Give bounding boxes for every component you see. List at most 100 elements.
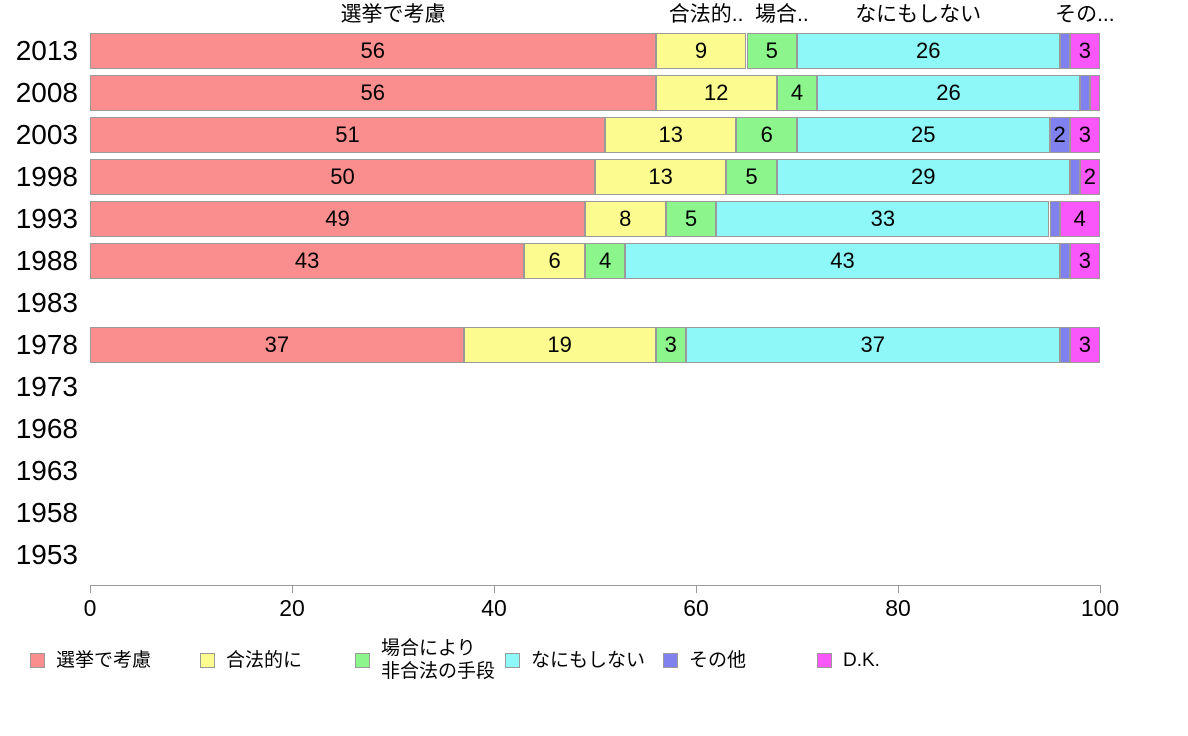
bar-segment[interactable]: 6 — [736, 117, 797, 153]
legend-item[interactable]: 選挙で考慮 — [30, 636, 151, 684]
bar-segment[interactable]: 19 — [463, 327, 656, 363]
bar-segment[interactable] — [1069, 159, 1080, 195]
bar-segment[interactable]: 9 — [655, 33, 747, 69]
bar-segment[interactable]: 3 — [655, 327, 686, 363]
x-axis-tick-label: 80 — [885, 595, 911, 621]
bar-segment[interactable]: 3 — [1069, 33, 1100, 69]
bar-segment[interactable]: 4 — [776, 75, 818, 111]
legend-swatch-icon — [355, 652, 370, 668]
x-axis-tick-label: 20 — [279, 595, 305, 621]
bar-segment[interactable] — [1059, 327, 1070, 363]
bar-segment[interactable]: 50 — [90, 159, 595, 195]
chart-row: 2003 51 13 6 25 2 3 — [0, 114, 1188, 156]
top-series-label: なにもしない — [855, 3, 982, 26]
legend-item[interactable]: 場合により 非合法の手段 — [355, 636, 495, 684]
bar-segment[interactable] — [1049, 201, 1060, 237]
bar-segment[interactable]: 4 — [1059, 201, 1100, 237]
chart-row: 1968 — [0, 408, 1188, 450]
bar-segment[interactable]: 33 — [716, 201, 1050, 237]
stacked-bar: 37 19 3 37 3 — [90, 327, 1100, 363]
bar-segment[interactable]: 6 — [524, 243, 585, 279]
legend-swatch-icon — [817, 652, 832, 668]
y-axis-tick-label: 2003 — [15, 119, 78, 150]
y-axis-tick-label: 1978 — [15, 329, 78, 360]
legend-item[interactable]: 合法的に — [200, 636, 302, 684]
chart-row: 1983 — [0, 282, 1188, 324]
chart-row: 1958 — [0, 492, 1188, 534]
legend-swatch-icon — [30, 652, 45, 668]
top-series-label: 場合.. — [755, 3, 809, 26]
legend-item[interactable]: D.K. — [817, 636, 880, 684]
bar-segment[interactable]: 4 — [584, 243, 626, 279]
bar-segment[interactable]: 12 — [655, 75, 777, 111]
bar-segment[interactable]: 13 — [605, 117, 737, 153]
legend-label: 合法的に — [226, 649, 303, 671]
bar-segment[interactable]: 25 — [797, 117, 1050, 153]
bar-segment[interactable]: 2 — [1049, 117, 1070, 153]
y-axis-tick-label: 1958 — [15, 497, 78, 528]
bar-segment[interactable]: 56 — [90, 33, 656, 69]
y-axis-tick-label: 1993 — [15, 203, 78, 234]
legend-label: なにもしない — [531, 649, 646, 671]
bar-segment[interactable] — [1079, 75, 1090, 111]
chart-row: 1988 43 6 4 43 3 — [0, 240, 1188, 282]
top-series-label: 選挙で考慮 — [340, 3, 446, 26]
bar-segment[interactable]: 8 — [584, 201, 666, 237]
bar-segment[interactable]: 5 — [726, 159, 777, 195]
legend-label: 選挙で考慮 — [56, 649, 152, 671]
top-series-label: 合法的.. — [668, 3, 744, 26]
chart-row: 1953 — [0, 534, 1188, 576]
y-axis-tick-label: 2008 — [15, 77, 78, 108]
chart-row: 1973 — [0, 366, 1188, 408]
bar-segment[interactable]: 5 — [746, 33, 797, 69]
legend-item[interactable]: その他 — [663, 636, 746, 684]
stacked-bar: 51 13 6 25 2 3 — [90, 117, 1100, 153]
bar-segment[interactable]: 43 — [625, 243, 1060, 279]
bar-segment[interactable] — [1059, 243, 1070, 279]
bar-segment[interactable] — [1089, 75, 1100, 111]
bar-segment[interactable]: 29 — [776, 159, 1070, 195]
stacked-bar: 43 6 4 43 3 — [90, 243, 1100, 279]
top-series-labels: 選挙で考慮 合法的.. 場合.. なにもしない その... — [0, 0, 1188, 30]
y-axis-tick-label: 2013 — [15, 35, 78, 66]
bar-segment[interactable]: 26 — [817, 75, 1080, 111]
bar-segment[interactable]: 3 — [1069, 243, 1100, 279]
chart-row: 1993 49 8 5 33 4 — [0, 198, 1188, 240]
x-axis-tick — [494, 585, 495, 593]
chart-row: 2013 56 9 5 26 3 — [0, 30, 1188, 72]
bar-segment[interactable]: 49 — [90, 201, 585, 237]
bar-segment[interactable]: 2 — [1079, 159, 1100, 195]
bar-segment[interactable]: 26 — [797, 33, 1060, 69]
x-axis-tick-label: 100 — [1080, 595, 1120, 621]
stacked-bar: 56 12 4 26 — [90, 75, 1100, 111]
bar-segment[interactable]: 5 — [665, 201, 717, 237]
legend-item[interactable]: なにもしない — [505, 636, 645, 684]
x-axis-tick — [1100, 585, 1101, 593]
stacked-bar: 56 9 5 26 3 — [90, 33, 1100, 69]
legend-swatch-icon — [505, 652, 520, 668]
x-axis-tick — [696, 585, 697, 593]
stacked-bar: 50 13 5 29 2 — [90, 159, 1100, 195]
x-axis-tick-label: 60 — [683, 595, 709, 621]
y-axis-tick-label: 1998 — [15, 161, 78, 192]
bar-segment[interactable] — [1059, 33, 1070, 69]
plot-area: 2013 56 9 5 26 3 2008 56 12 4 26 2003 51 13 6 25 2 3 1998 5… — [0, 30, 1188, 585]
x-axis-tick — [898, 585, 899, 593]
bar-segment[interactable]: 3 — [1069, 327, 1100, 363]
chart-legend: 選挙で考慮 合法的に 場合により 非合法の手段 なにもしない その他 D.K. — [0, 636, 1188, 696]
bar-segment[interactable]: 37 — [90, 327, 464, 363]
bar-segment[interactable]: 56 — [90, 75, 656, 111]
chart-row: 2008 56 12 4 26 — [0, 72, 1188, 114]
bar-segment[interactable]: 3 — [1069, 117, 1100, 153]
y-axis-tick-label: 1963 — [15, 455, 78, 486]
bar-segment[interactable]: 51 — [90, 117, 606, 153]
chart-row: 1998 50 13 5 29 2 — [0, 156, 1188, 198]
bar-segment[interactable]: 13 — [595, 159, 727, 195]
bar-segment[interactable]: 43 — [90, 243, 525, 279]
x-axis: 0 20 40 60 80 100 — [0, 585, 1188, 630]
chart-row: 1978 37 19 3 37 3 — [0, 324, 1188, 366]
bar-segment[interactable]: 37 — [685, 327, 1060, 363]
x-axis-tick — [292, 585, 293, 593]
legend-swatch-icon — [200, 652, 215, 668]
